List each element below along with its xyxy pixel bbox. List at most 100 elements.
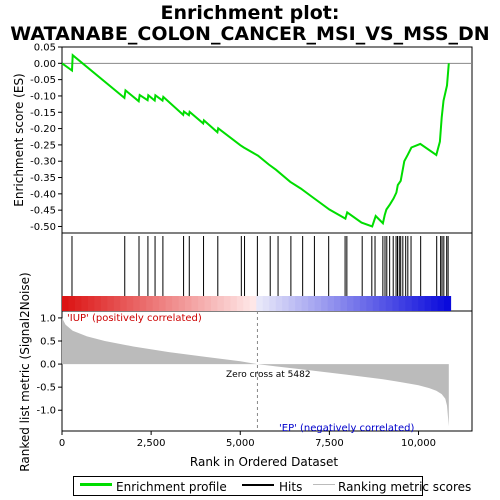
band-segment: [178, 296, 186, 311]
band-segment: [340, 296, 348, 311]
band-segment: [314, 296, 322, 311]
es-panel-frame: [61, 46, 473, 234]
es-y-tick-label: -0.45: [30, 206, 56, 217]
band-segment: [113, 296, 121, 311]
band-segment: [269, 296, 277, 311]
x-tick-label: 2,500: [137, 438, 166, 449]
band-segment: [385, 296, 393, 311]
chart-title-line-2: WATANABE_COLON_CANCER_MSI_VS_MSS_DN: [10, 23, 489, 45]
metric-y-tick-label: 0.5: [40, 337, 56, 348]
band-segment: [74, 296, 82, 311]
band-segment: [275, 296, 283, 311]
band-segment: [256, 296, 264, 311]
band-segment: [62, 296, 69, 311]
legend-enrichment-profile: Enrichment profile: [116, 480, 227, 494]
band-segment: [288, 296, 296, 311]
es-y-tick-label: 0.05: [34, 43, 56, 54]
positive-correlation-label: 'IUP' (positively correlated): [67, 313, 202, 324]
band-segment: [87, 296, 95, 311]
es-y-tick-label: -0.10: [30, 91, 56, 102]
band-segment: [152, 296, 160, 311]
band-segment: [126, 296, 134, 311]
band-segment: [217, 296, 225, 311]
es-y-tick-label: -0.05: [30, 75, 56, 86]
band-segment: [262, 296, 270, 311]
metric-y-tick-label: -1.0: [36, 406, 56, 417]
band-segment: [159, 296, 167, 311]
band-segment: [346, 296, 354, 311]
x-tick-label: 7,500: [315, 438, 344, 449]
band-segment: [120, 296, 128, 311]
band-segment: [172, 296, 180, 311]
metric-y-axis-label: Ranked list metric (Signal2Noise): [18, 272, 32, 471]
x-tick-label: 5,000: [226, 438, 255, 449]
band-segment: [198, 296, 205, 311]
x-tick-label: 0: [59, 438, 65, 449]
es-y-tick-label: -0.40: [30, 189, 56, 200]
band-segment: [353, 296, 361, 311]
band-segment: [249, 296, 257, 311]
band-segment: [223, 296, 231, 311]
band-segment: [366, 296, 374, 311]
band-segment: [405, 296, 413, 311]
hits-layer: [71, 236, 449, 296]
band-segment: [321, 296, 329, 311]
metric-y-tick-label: 1.0: [40, 313, 56, 324]
band-segment: [437, 296, 445, 311]
legend-hits: Hits: [279, 480, 303, 494]
chart-title-line-1: Enrichment plot:: [161, 2, 340, 24]
band-segment: [165, 296, 173, 311]
band-segment: [411, 296, 419, 311]
band-segment: [372, 296, 380, 311]
band-segment: [185, 296, 193, 311]
es-y-tick-label: 0.00: [34, 59, 56, 70]
es-y-tick-label: -0.15: [30, 108, 56, 119]
x-tick-label: 10,000: [401, 438, 436, 449]
band-segment: [392, 296, 400, 311]
band-segment: [146, 296, 154, 311]
es-y-tick-label: -0.50: [30, 222, 56, 233]
band-segment: [100, 296, 108, 311]
band-segment: [308, 296, 316, 311]
es-y-tick-label: -0.35: [30, 173, 56, 184]
enrichment-profile-line: [61, 53, 450, 228]
es-y-tick-label: -0.25: [30, 140, 56, 151]
band-segment: [230, 296, 238, 311]
band-segment: [243, 296, 251, 311]
legend-enrichment-swatch: [80, 483, 112, 486]
band-segment: [94, 296, 102, 311]
band-segment: [431, 296, 439, 311]
x-axis-label: Rank in Ordered Dataset: [190, 455, 338, 469]
legend-metric-swatch: [313, 484, 335, 485]
es-layer: [61, 53, 472, 228]
band-segment: [327, 296, 335, 311]
band-segment: [236, 296, 244, 311]
band-segment: [210, 296, 218, 311]
ranking-metric-area: [62, 317, 449, 427]
band-segment: [133, 296, 141, 311]
band-segment: [295, 296, 303, 311]
band-segment: [191, 296, 199, 311]
chart-legend: Enrichment profile Hits Ranking metric s…: [73, 476, 471, 496]
es-y-tick-label: -0.20: [30, 124, 56, 135]
axis-layer: 0.05 0.00 -0.05 -0.10 -0.15 -0.20 -0.25 -0.30 -0…: [30, 43, 436, 450]
metric-layer: [62, 311, 449, 431]
band-segment: [204, 296, 212, 311]
ranking-color-band: [62, 296, 452, 311]
band-segment: [81, 296, 89, 311]
negative-correlation-label: 'EP' (negatively correlated): [279, 423, 414, 434]
band-segment: [418, 296, 426, 311]
legend-ranking-metric: Ranking metric scores: [338, 480, 472, 494]
legend-hits-swatch: [242, 484, 274, 486]
es-y-tick-label: -0.30: [30, 157, 56, 168]
metric-y-tick-label: -0.5: [36, 383, 56, 394]
es-y-axis-label: Enrichment score (ES): [12, 73, 26, 206]
band-segment: [424, 296, 432, 311]
band-segment: [334, 296, 342, 311]
band-segment: [139, 296, 147, 311]
band-segment: [107, 296, 115, 311]
band-segment: [301, 296, 309, 311]
band-segment: [68, 296, 76, 311]
band-segment: [379, 296, 387, 311]
